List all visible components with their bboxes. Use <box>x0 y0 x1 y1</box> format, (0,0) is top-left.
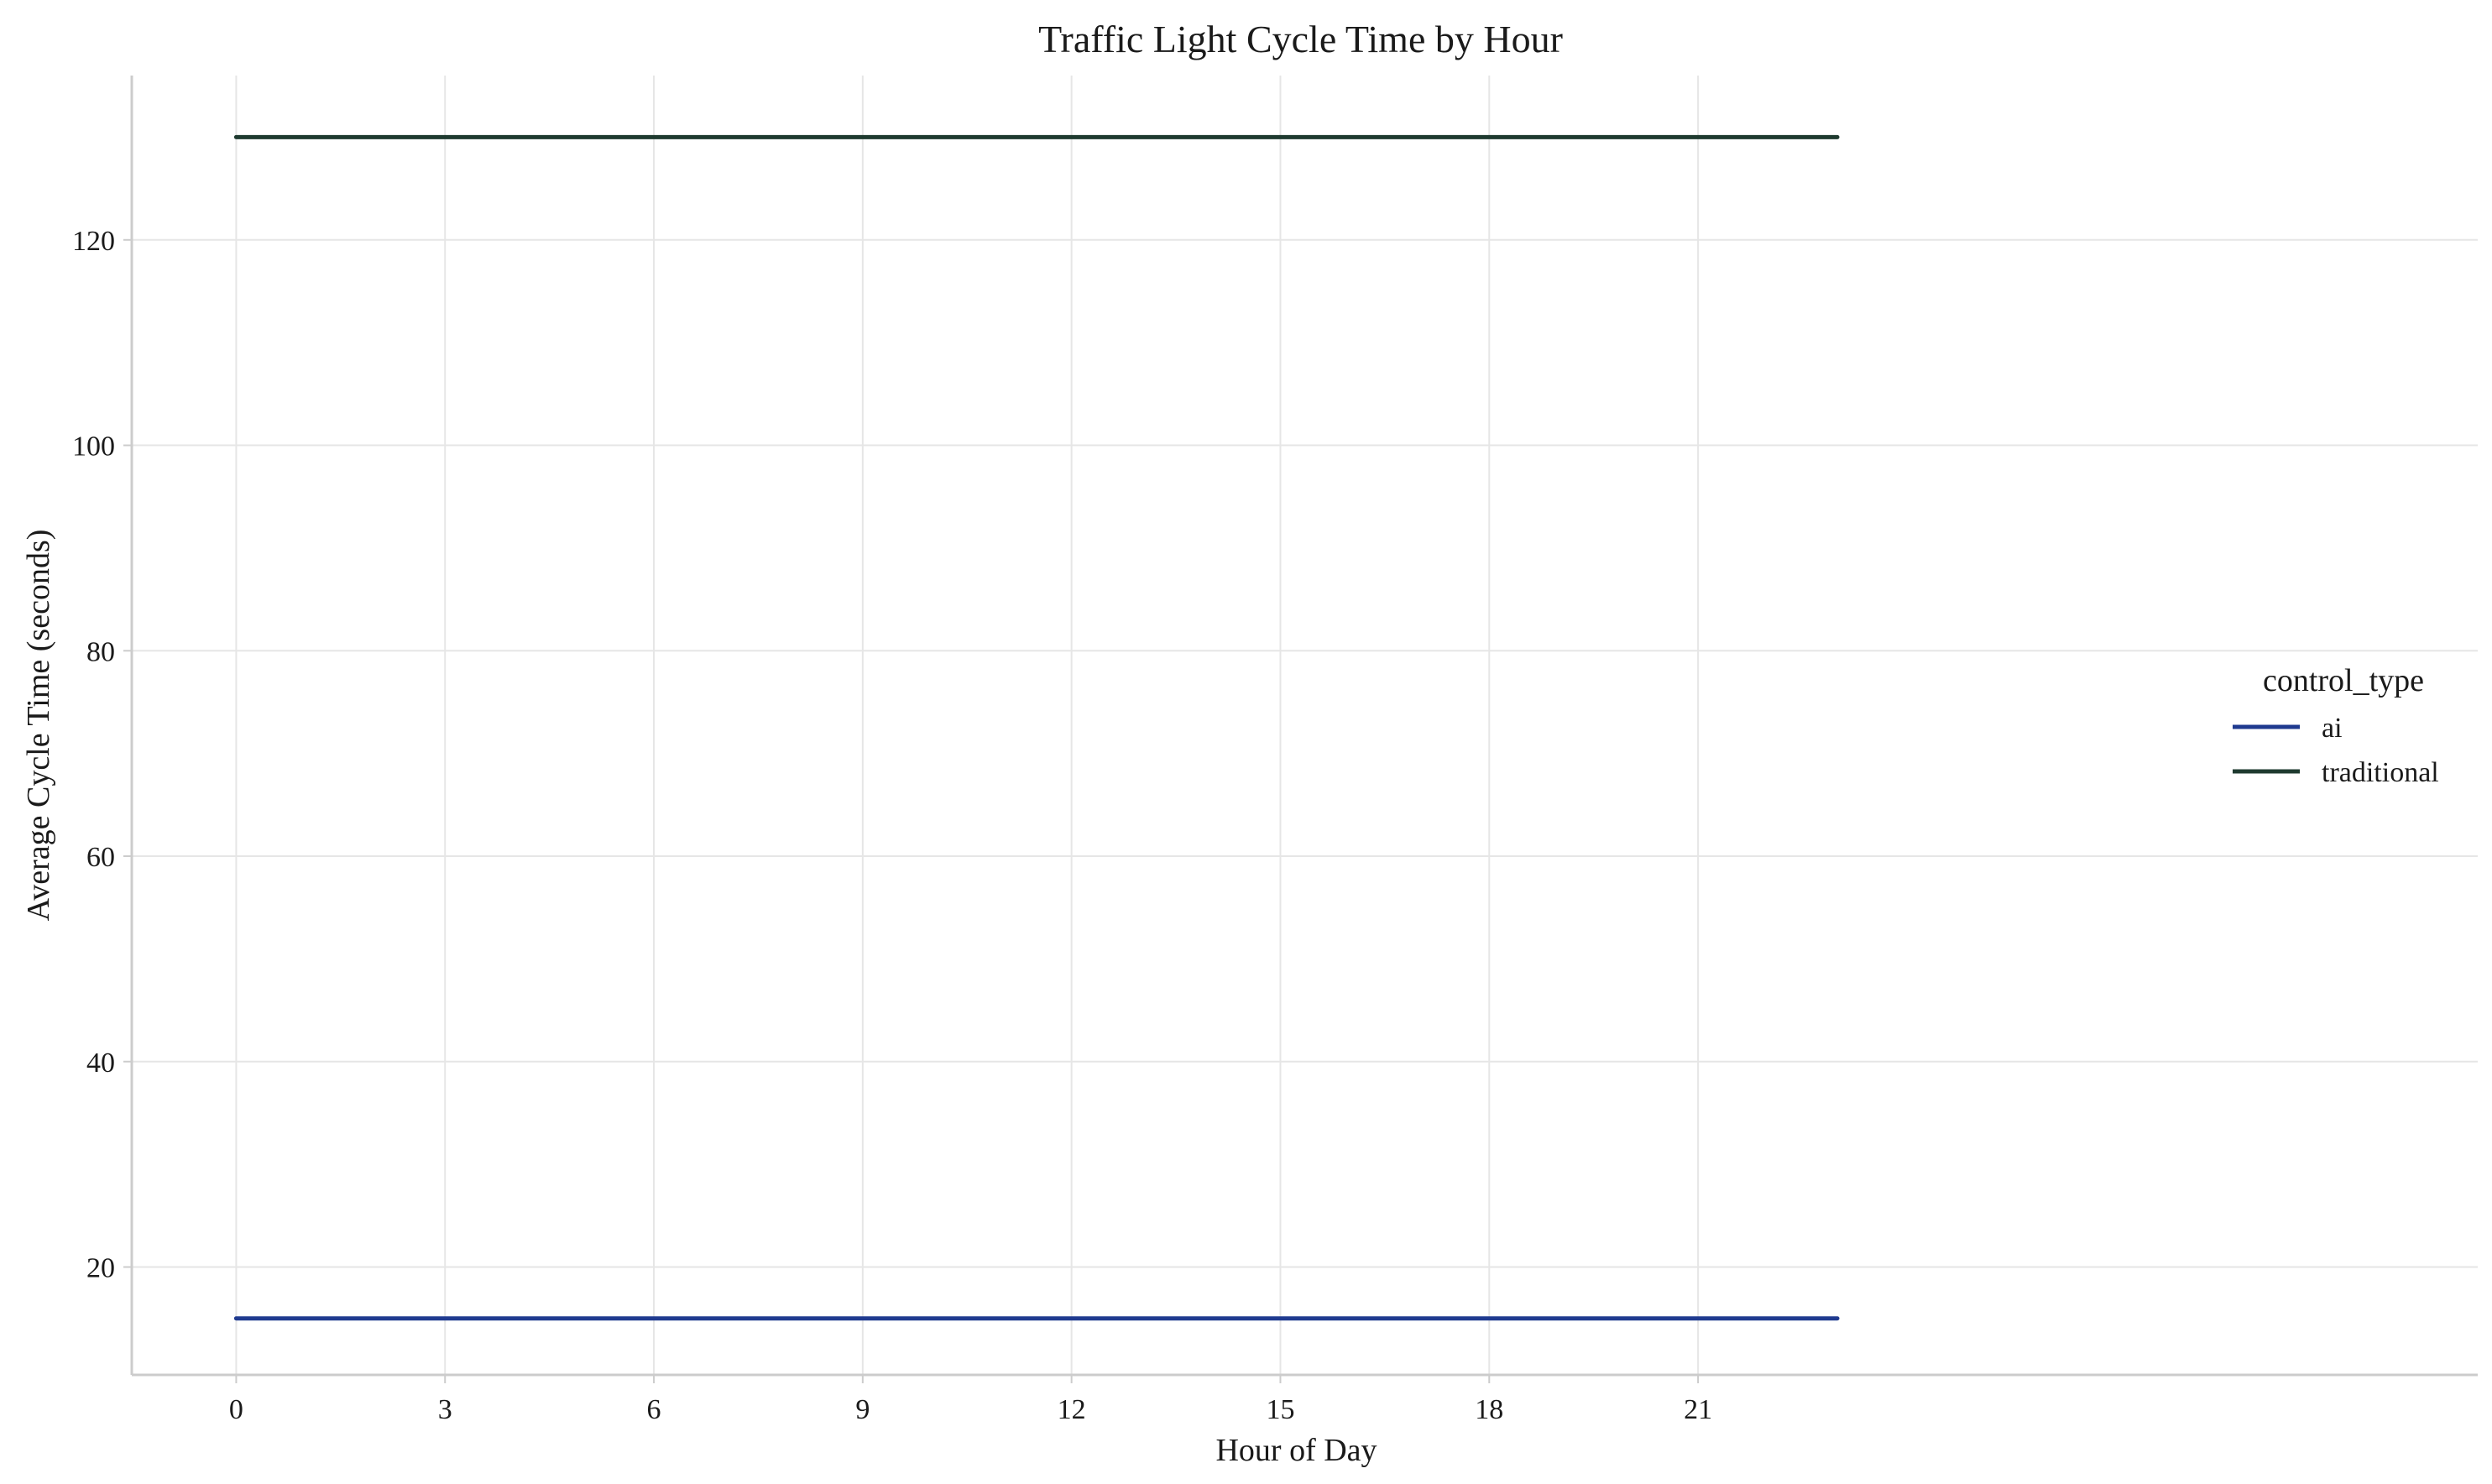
series-layer <box>233 134 1840 1321</box>
y-tick-label: 40 <box>86 1048 115 1079</box>
x-tick-label: 0 <box>229 1394 243 1425</box>
axes-spines <box>130 76 2478 1377</box>
x-tick-label: 9 <box>855 1394 870 1425</box>
y-tick-label: 20 <box>86 1253 115 1284</box>
x-tick-label: 12 <box>1058 1394 1086 1425</box>
y-tick-label: 120 <box>72 226 115 257</box>
tick-layer: 0 3 6 9 12 15 18 21 20 40 60 80 100 120 <box>72 226 1712 1425</box>
legend-title: control_type <box>2263 663 2424 698</box>
x-tick-label: 6 <box>647 1394 661 1425</box>
x-tick-label: 18 <box>1475 1394 1503 1425</box>
legend-label-ai: ai <box>2322 713 2343 744</box>
legend: control_type ai traditional <box>2233 663 2439 788</box>
grid-layer <box>132 76 2478 1375</box>
y-tick-label: 100 <box>72 431 115 462</box>
x-tick-label: 21 <box>1684 1394 1712 1425</box>
x-axis-label: Hour of Day <box>1215 1433 1377 1468</box>
y-axis-label: Average Cycle Time (seconds) <box>21 530 56 922</box>
y-tick-label: 80 <box>86 636 115 667</box>
y-tick-label: 60 <box>86 842 115 873</box>
x-tick-label: 15 <box>1266 1394 1294 1425</box>
x-tick-label: 3 <box>438 1394 452 1425</box>
legend-label-traditional: traditional <box>2322 757 2439 788</box>
chart-title: Traffic Light Cycle Time by Hour <box>1038 18 1563 60</box>
